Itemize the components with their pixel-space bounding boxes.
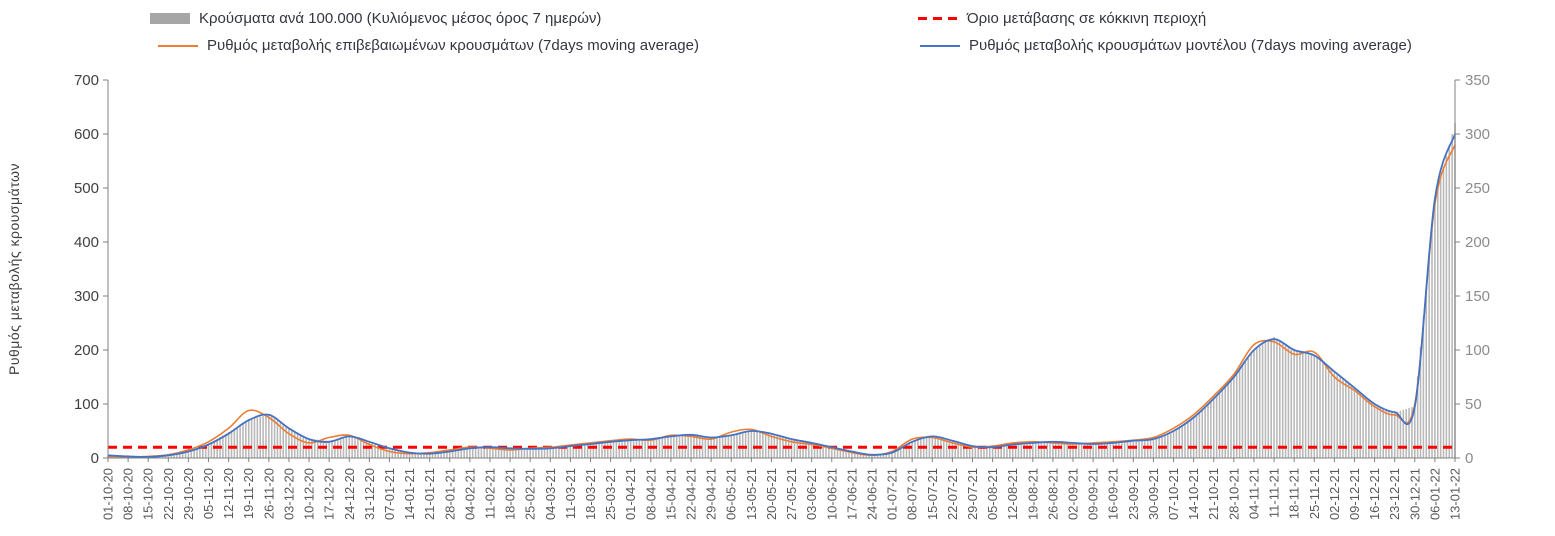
svg-text:15-07-21: 15-07-21 xyxy=(925,468,940,520)
legend-item-model-rate: Ρυθμός μεταβολής κρουσμάτων μοντέλου (7d… xyxy=(920,37,1412,54)
svg-text:100: 100 xyxy=(74,396,99,413)
svg-text:28-01-21: 28-01-21 xyxy=(442,468,457,520)
dashed-line-swatch-icon xyxy=(918,17,958,20)
svg-text:15-10-20: 15-10-20 xyxy=(141,468,156,520)
svg-text:22-10-20: 22-10-20 xyxy=(161,468,176,520)
svg-text:17-06-21: 17-06-21 xyxy=(844,468,859,520)
svg-text:16-12-21: 16-12-21 xyxy=(1367,468,1382,520)
svg-text:24-06-21: 24-06-21 xyxy=(864,468,879,520)
svg-text:21-01-21: 21-01-21 xyxy=(422,468,437,520)
svg-text:300: 300 xyxy=(1465,126,1490,143)
bar-swatch-icon xyxy=(150,13,190,24)
svg-text:30-09-21: 30-09-21 xyxy=(1146,468,1161,520)
svg-text:04-11-21: 04-11-21 xyxy=(1246,468,1261,519)
svg-text:26-11-20: 26-11-20 xyxy=(261,468,276,519)
svg-text:600: 600 xyxy=(74,126,99,143)
svg-text:06-01-22: 06-01-22 xyxy=(1427,468,1442,520)
svg-text:23-09-21: 23-09-21 xyxy=(1126,468,1141,520)
svg-text:03-12-20: 03-12-20 xyxy=(281,468,296,520)
legend-item-cases-per-100k: Κρούσματα ανά 100.000 (Κυλιόμενος μέσος … xyxy=(150,10,601,27)
svg-text:02-12-21: 02-12-21 xyxy=(1327,468,1342,520)
svg-text:10-12-20: 10-12-20 xyxy=(302,468,317,520)
svg-text:19-08-21: 19-08-21 xyxy=(1025,468,1040,520)
svg-text:17-12-20: 17-12-20 xyxy=(322,468,337,520)
svg-text:01-04-21: 01-04-21 xyxy=(623,468,638,520)
svg-text:22-04-21: 22-04-21 xyxy=(684,468,699,520)
svg-text:08-04-21: 08-04-21 xyxy=(643,468,658,520)
svg-text:12-08-21: 12-08-21 xyxy=(1005,468,1020,520)
svg-text:350: 350 xyxy=(1465,72,1490,89)
svg-text:23-12-21: 23-12-21 xyxy=(1387,468,1402,520)
svg-text:18-03-21: 18-03-21 xyxy=(583,468,598,520)
svg-text:0: 0 xyxy=(1465,450,1473,467)
legend-label: Κρούσματα ανά 100.000 (Κυλιόμενος μέσος … xyxy=(199,10,602,27)
svg-text:09-12-21: 09-12-21 xyxy=(1347,468,1362,520)
svg-text:700: 700 xyxy=(74,72,99,89)
svg-text:20-05-21: 20-05-21 xyxy=(764,468,779,520)
legend-item-red-zone-threshold: Όριο μετάβασης σε κόκκινη περιοχή xyxy=(918,10,1206,27)
orange-line-swatch-icon xyxy=(158,44,198,47)
svg-text:200: 200 xyxy=(74,342,99,359)
legend-label: Ρυθμός μεταβολής επιβεβαιωμένων κρουσμάτ… xyxy=(207,37,699,54)
legend-label: Όριο μετάβασης σε κόκκινη περιοχή xyxy=(967,10,1207,27)
svg-text:31-12-20: 31-12-20 xyxy=(362,468,377,520)
svg-text:01-07-21: 01-07-21 xyxy=(885,468,900,520)
svg-text:25-03-21: 25-03-21 xyxy=(603,468,618,520)
svg-text:200: 200 xyxy=(1465,234,1490,251)
svg-text:50: 50 xyxy=(1465,396,1482,413)
svg-text:21-10-21: 21-10-21 xyxy=(1206,468,1221,520)
svg-text:18-02-21: 18-02-21 xyxy=(503,468,518,520)
y-axis-title: Ρυθμός μεταβολής κρουσμάτων xyxy=(6,163,22,375)
svg-text:30-12-21: 30-12-21 xyxy=(1407,468,1422,520)
svg-text:24-12-20: 24-12-20 xyxy=(342,468,357,520)
svg-text:01-10-20: 01-10-20 xyxy=(101,468,116,520)
svg-text:19-11-20: 19-11-20 xyxy=(241,468,256,519)
svg-text:11-03-21: 11-03-21 xyxy=(563,468,578,519)
svg-text:18-11-21: 18-11-21 xyxy=(1287,468,1302,519)
svg-text:05-11-20: 05-11-20 xyxy=(201,468,216,519)
svg-text:27-05-21: 27-05-21 xyxy=(784,468,799,520)
svg-text:22-07-21: 22-07-21 xyxy=(945,468,960,520)
svg-text:11-11-21: 11-11-21 xyxy=(1267,468,1282,518)
svg-text:04-02-21: 04-02-21 xyxy=(462,468,477,520)
svg-text:05-08-21: 05-08-21 xyxy=(985,468,1000,520)
svg-text:13-05-21: 13-05-21 xyxy=(744,468,759,520)
svg-text:29-10-20: 29-10-20 xyxy=(181,468,196,520)
blue-line-swatch-icon xyxy=(920,44,960,47)
svg-text:29-04-21: 29-04-21 xyxy=(704,468,719,520)
svg-text:25-11-21: 25-11-21 xyxy=(1307,468,1322,519)
svg-text:0: 0 xyxy=(91,450,99,467)
svg-text:07-10-21: 07-10-21 xyxy=(1166,468,1181,520)
legend-label: Ρυθμός μεταβολής κρουσμάτων μοντέλου (7d… xyxy=(969,37,1412,54)
svg-text:08-10-20: 08-10-20 xyxy=(121,468,136,520)
svg-text:15-04-21: 15-04-21 xyxy=(663,468,678,520)
svg-text:14-10-21: 14-10-21 xyxy=(1186,468,1201,520)
svg-text:250: 250 xyxy=(1465,180,1490,197)
svg-text:09-09-21: 09-09-21 xyxy=(1086,468,1101,520)
svg-text:100: 100 xyxy=(1465,342,1490,359)
svg-text:04-03-21: 04-03-21 xyxy=(543,468,558,520)
svg-text:07-01-21: 07-01-21 xyxy=(382,468,397,520)
svg-text:14-01-21: 14-01-21 xyxy=(402,468,417,520)
svg-text:03-06-21: 03-06-21 xyxy=(804,468,819,520)
svg-text:06-05-21: 06-05-21 xyxy=(724,468,739,520)
svg-text:26-08-21: 26-08-21 xyxy=(1045,468,1060,520)
legend-item-confirmed-rate: Ρυθμός μεταβολής επιβεβαιωμένων κρουσμάτ… xyxy=(158,37,699,54)
svg-text:28-10-21: 28-10-21 xyxy=(1226,468,1241,520)
svg-text:08-07-21: 08-07-21 xyxy=(905,468,920,520)
svg-text:25-02-21: 25-02-21 xyxy=(523,468,538,520)
svg-text:29-07-21: 29-07-21 xyxy=(965,468,980,520)
svg-text:150: 150 xyxy=(1465,288,1490,305)
svg-text:300: 300 xyxy=(74,288,99,305)
svg-text:16-09-21: 16-09-21 xyxy=(1106,468,1121,520)
svg-text:12-11-20: 12-11-20 xyxy=(221,468,236,519)
svg-text:11-02-21: 11-02-21 xyxy=(482,468,497,519)
svg-text:500: 500 xyxy=(74,180,99,197)
svg-text:02-09-21: 02-09-21 xyxy=(1066,468,1081,520)
svg-text:400: 400 xyxy=(74,234,99,251)
svg-text:10-06-21: 10-06-21 xyxy=(824,468,839,520)
svg-text:13-01-22: 13-01-22 xyxy=(1448,468,1463,520)
